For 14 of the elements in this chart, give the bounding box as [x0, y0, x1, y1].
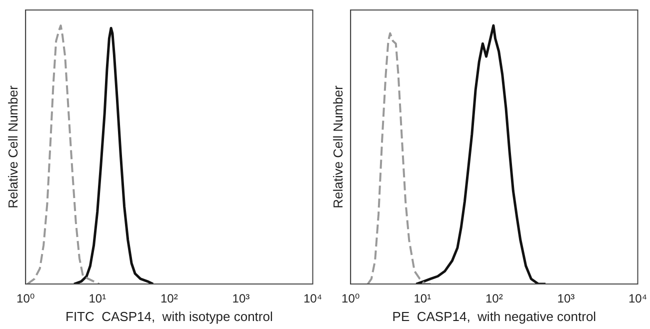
- y-axis-title: Relative Cell Number: [5, 84, 20, 208]
- x-tick-label: 10¹: [88, 292, 106, 306]
- x-tick-label: 10²: [160, 292, 178, 306]
- x-tick-label: 10³: [557, 292, 575, 306]
- y-axis-title: Relative Cell Number: [330, 84, 346, 208]
- x-axis-title: FITC CASP14, with isotype control: [65, 308, 273, 324]
- x-tick-label: 10⁴: [303, 292, 322, 306]
- x-tick-label: 10²: [486, 292, 503, 306]
- x-tick-label: 10³: [232, 292, 250, 306]
- x-tick-label: 10⁰: [342, 292, 360, 306]
- x-axis-title: PE CASP14, with negative control: [392, 308, 596, 324]
- x-tick-label: 10¹: [414, 292, 432, 306]
- x-tick-label: 10⁴: [628, 292, 648, 306]
- x-tick-label: 10⁰: [16, 292, 35, 306]
